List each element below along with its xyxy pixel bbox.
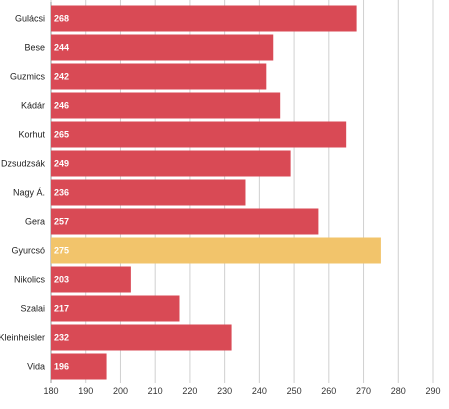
bar: [51, 208, 319, 235]
bar-value-label: 203: [54, 275, 69, 285]
bar-value-label: 242: [54, 72, 69, 82]
bar-value-label: 257: [54, 217, 69, 227]
bar-value-label: 246: [54, 101, 69, 111]
bar: [51, 34, 274, 61]
bar: [51, 237, 381, 264]
bar: [51, 295, 180, 322]
category-label: Vida: [27, 362, 45, 372]
category-label: Szalai: [20, 304, 45, 314]
category-label: Nagy Á.: [13, 188, 45, 198]
bar-layer: [51, 5, 381, 380]
bar-value-label: 275: [54, 246, 69, 256]
category-label: Gulácsi: [15, 14, 45, 24]
bar-value-label: 232: [54, 333, 69, 343]
bar-value-label: 244: [54, 43, 69, 53]
category-label: Guzmics: [10, 72, 46, 82]
bar: [51, 5, 357, 32]
x-tick-label: 190: [78, 386, 93, 396]
category-label: Dzsudzsák: [1, 159, 46, 169]
x-tick-label: 280: [391, 386, 406, 396]
bar-value-label: 249: [54, 159, 69, 169]
bar: [51, 353, 107, 380]
bar: [51, 92, 281, 119]
bar: [51, 150, 291, 177]
bar-value-label: 265: [54, 130, 69, 140]
x-tick-label: 210: [148, 386, 163, 396]
bar: [51, 63, 267, 90]
category-label: Gyurcsó: [11, 246, 45, 256]
x-tick-label: 200: [113, 386, 128, 396]
bar: [51, 324, 232, 351]
category-label: Kleinheisler: [0, 333, 45, 343]
bar: [51, 121, 347, 148]
x-tick-label: 220: [182, 386, 197, 396]
bar-value-label: 217: [54, 304, 69, 314]
x-tick-label: 240: [252, 386, 267, 396]
bar-value-label: 236: [54, 188, 69, 198]
category-label: Kádár: [21, 101, 45, 111]
category-label: Bese: [24, 43, 45, 53]
category-label: Nikolics: [14, 275, 46, 285]
bar-value-label: 196: [54, 362, 69, 372]
bar: [51, 266, 131, 293]
x-tick-label: 270: [356, 386, 371, 396]
x-tick-label: 230: [217, 386, 232, 396]
x-tick-label: 250: [287, 386, 302, 396]
category-label: Gera: [25, 217, 45, 227]
bar: [51, 179, 246, 206]
label-layer: 180 190 200 210 220 230 240 250 260 270 280 290 Gulá…: [0, 14, 441, 397]
x-tick-label: 260: [321, 386, 336, 396]
x-tick-label: 290: [425, 386, 440, 396]
category-label: Korhut: [18, 130, 45, 140]
bar-value-label: 268: [54, 14, 69, 24]
x-tick-label: 180: [43, 386, 58, 396]
